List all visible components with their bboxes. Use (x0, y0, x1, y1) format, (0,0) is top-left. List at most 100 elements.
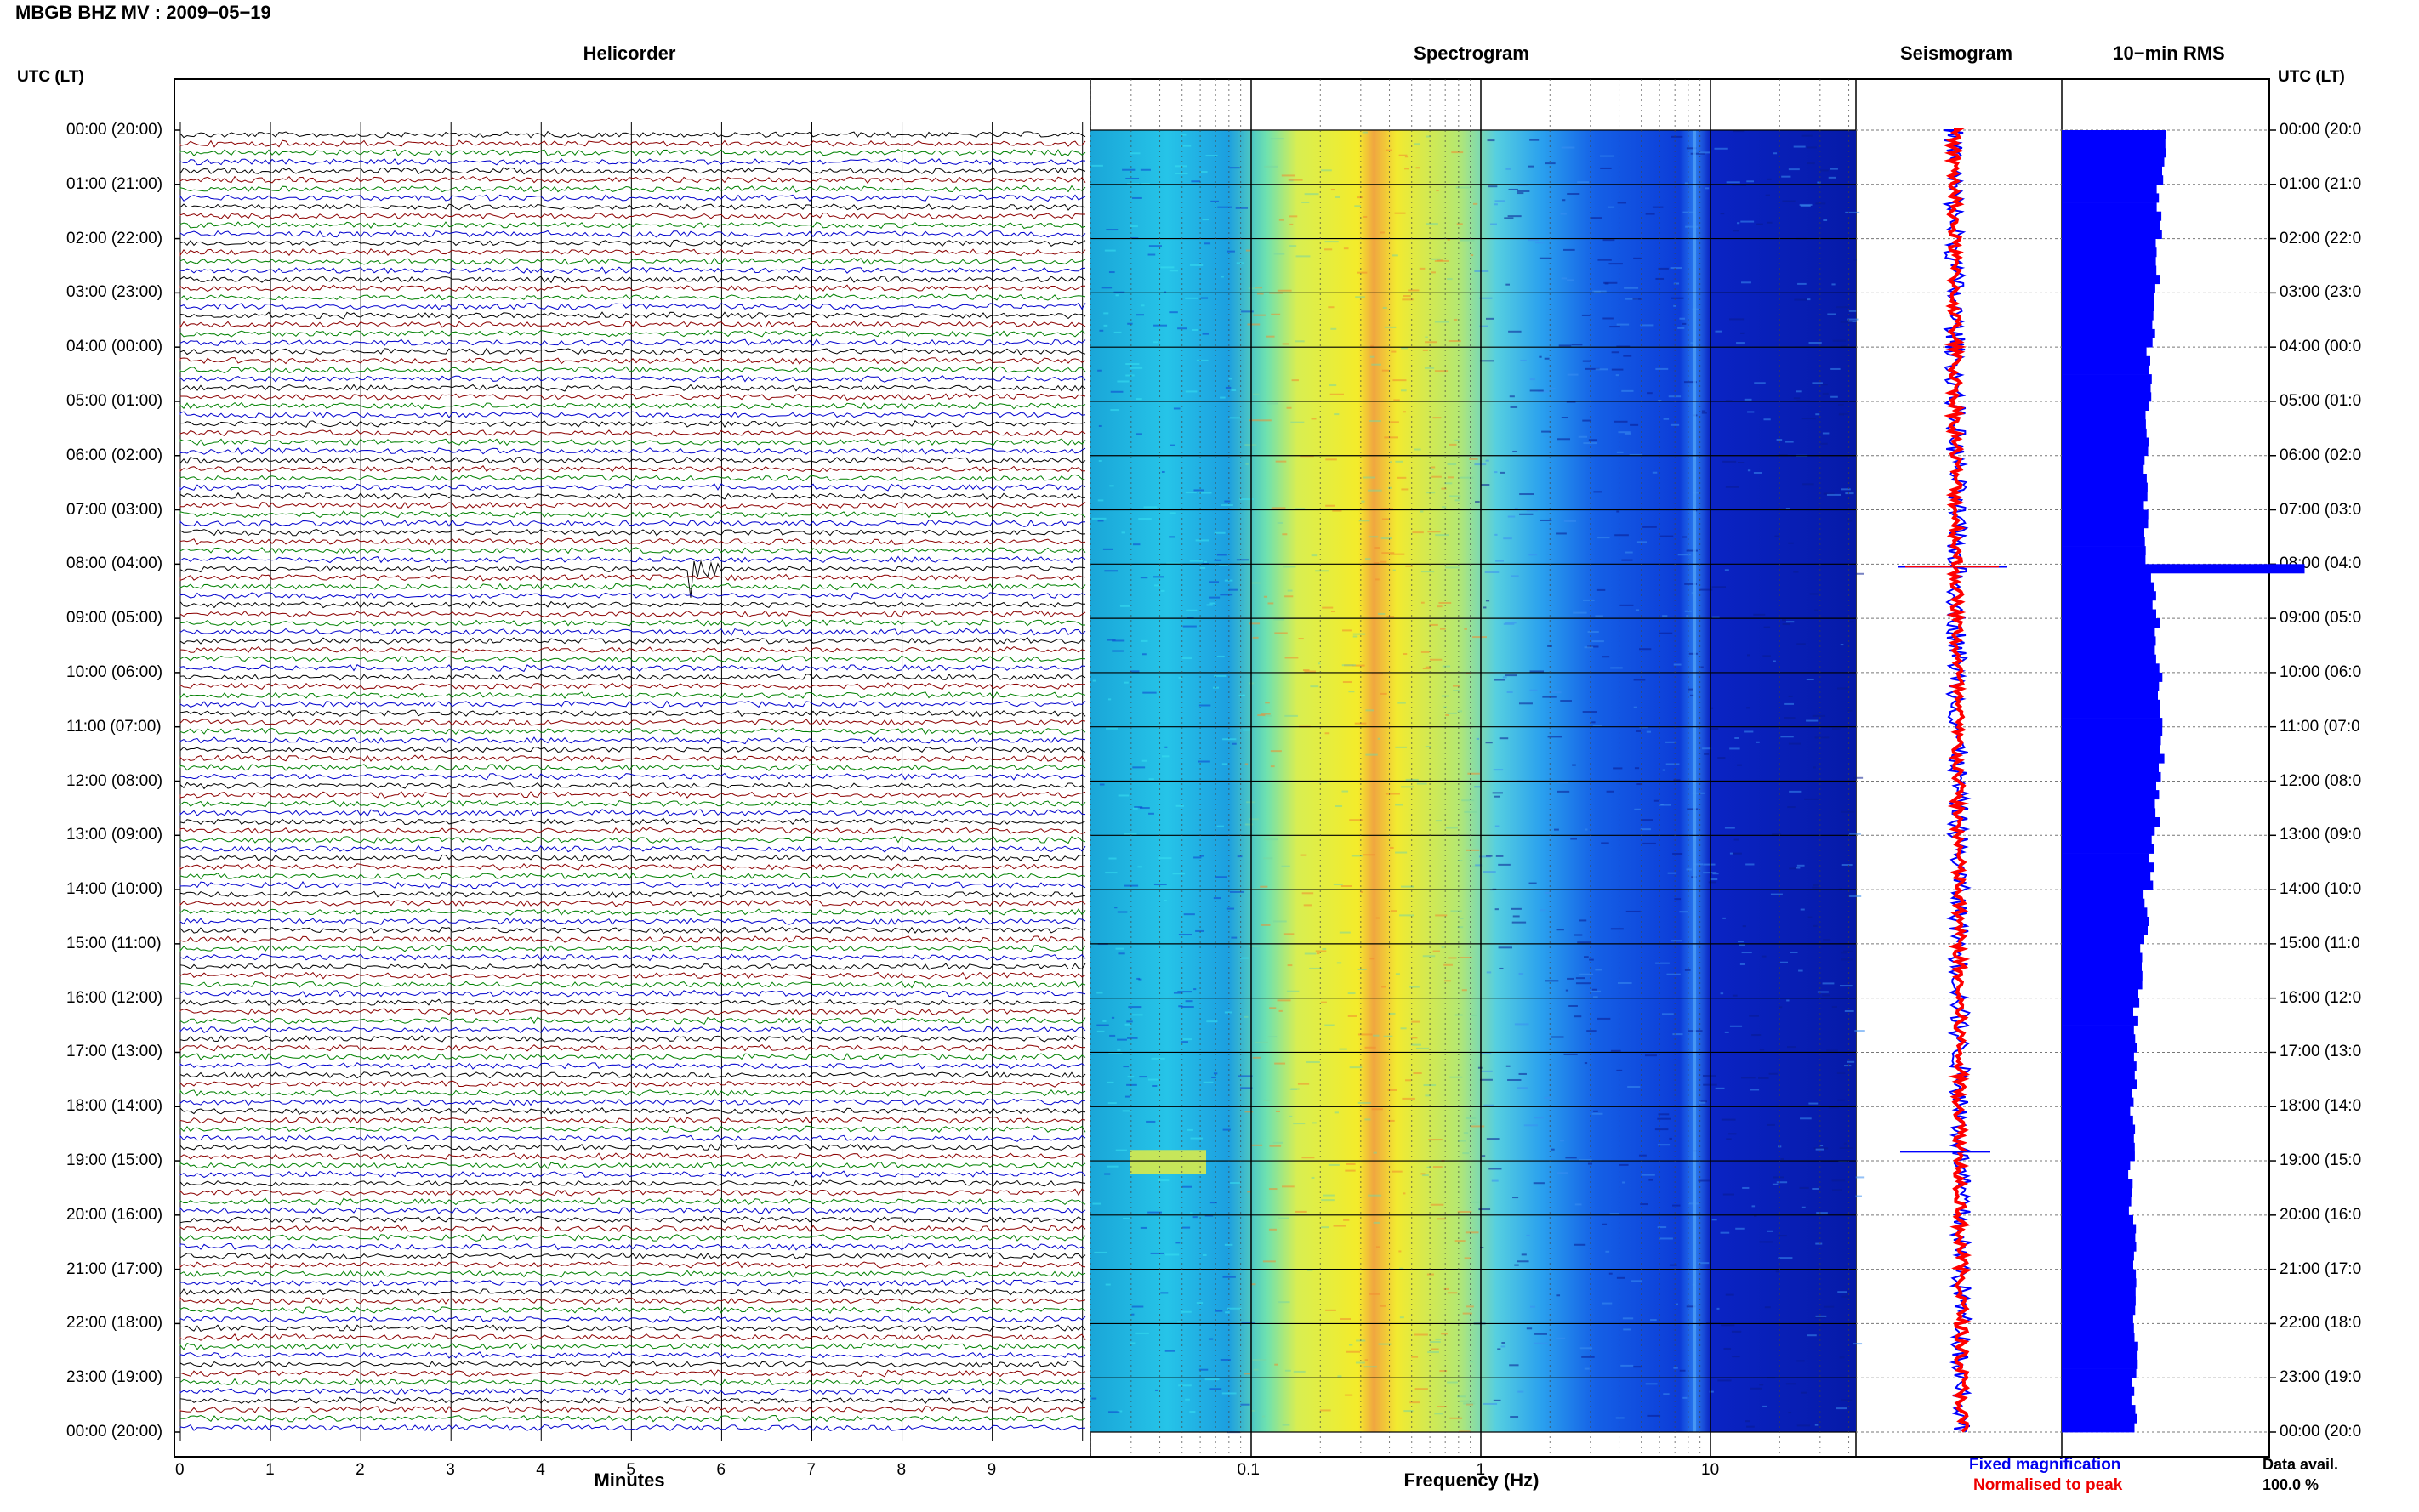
rms-bar (2062, 482, 2148, 492)
spectrogram-speckle (1744, 730, 1754, 733)
spectrogram-speckle (1429, 623, 1438, 626)
helicorder-trace (179, 284, 1085, 293)
spectrogram-speckle (1254, 1041, 1268, 1043)
spectrogram-speckle (1563, 248, 1575, 251)
helicorder-trace (179, 411, 1086, 419)
spectrogram-speckle (1099, 783, 1105, 786)
spectrogram-speckle (1380, 692, 1387, 695)
spectrogram-speckle (1462, 1152, 1470, 1155)
spectrogram-speckle (1813, 1147, 1829, 1150)
rms-bar (2062, 519, 2149, 529)
spectrogram-speckle (1693, 863, 1704, 866)
rms-bar (2062, 455, 2145, 465)
spectrogram-speckle (1270, 138, 1284, 140)
helicorder-trace (179, 1116, 1086, 1124)
spectrogram-speckle (1807, 1334, 1817, 1337)
helicorder-trace (179, 1179, 1086, 1187)
spectrogram-speckle (1506, 691, 1513, 693)
spectrogram-speckle (1272, 920, 1287, 923)
spectrogram-speckle (1602, 239, 1615, 242)
spectrogram-speckle (1673, 663, 1682, 666)
spectrogram-speckle (1380, 231, 1385, 234)
helicorder-trace (179, 1287, 1086, 1296)
spectrogram-speckle (1357, 1101, 1371, 1104)
spectrogram-speckle (1335, 196, 1340, 198)
spectrogram-speckle (1125, 374, 1135, 377)
helicorder-trace (179, 555, 1086, 564)
time-label-right: 17:00 (13:0 (2280, 1043, 2362, 1061)
helicorder-trace (179, 302, 1086, 310)
spectrogram-speckle (1465, 1231, 1479, 1234)
helicorder-trace (179, 583, 1086, 591)
spectrogram-speckle (1229, 167, 1240, 169)
spectrogram-speckle (1437, 605, 1443, 608)
spectrogram-speckle (1616, 323, 1630, 326)
helicorder-trace (179, 926, 1086, 935)
spectrogram-speckle (1368, 1194, 1382, 1197)
spectrogram-speckle (1437, 1406, 1447, 1408)
spectrogram-speckle (1425, 336, 1428, 338)
helicorder-trace (179, 1207, 1086, 1214)
spectrogram-speckle (1138, 978, 1142, 981)
rms-bar (2062, 1106, 2131, 1117)
spectrogram-speckle (1595, 368, 1608, 371)
spectrogram-speckle (1583, 442, 1597, 445)
spectrogram-speckle (1608, 1272, 1613, 1275)
spectrogram-speckle (1845, 211, 1860, 213)
spectrogram-speckle (1108, 271, 1115, 274)
rms-bar (2062, 1350, 2138, 1361)
spectrogram-speckle (1517, 1087, 1528, 1089)
spectrogram-speckle (1827, 313, 1836, 315)
helicorder-trace (179, 1062, 1086, 1070)
spectrogram-speckle (1847, 1060, 1855, 1063)
spectrogram-speckle (1452, 685, 1460, 687)
spectrogram-speckle (1403, 653, 1408, 656)
spectrogram-speckle (1804, 798, 1819, 800)
spectrogram-speckle (1198, 704, 1211, 707)
spectrogram-speckle (1731, 1330, 1742, 1333)
spectrogram-speckle (1399, 1316, 1404, 1319)
spectrogram-speckle (1685, 225, 1699, 228)
spectrogram-speckle (1315, 570, 1329, 572)
spectrogram-speckle (1466, 849, 1480, 851)
rms-bar (2062, 1214, 2133, 1225)
spectrogram-speckle (1799, 1186, 1809, 1189)
spectrogram-speckle (1108, 857, 1117, 860)
spectrogram-speckle (1512, 915, 1520, 918)
rms-bar (2062, 745, 2160, 754)
rms-bar (2062, 925, 2148, 935)
spectrogram-speckle (1682, 536, 1688, 538)
rms-bar (2062, 328, 2155, 338)
rms-bar (2062, 753, 2165, 764)
rms-bar (2062, 980, 2143, 990)
spectrogram-speckle (1457, 926, 1464, 929)
spectrogram-speckle (1111, 1016, 1115, 1019)
spectrogram-speckle (1550, 388, 1556, 390)
helicorder-trace (179, 1008, 1086, 1015)
data-availability-label: Data avail. (2262, 1456, 2339, 1473)
spectrogram-speckle (1243, 729, 1252, 731)
spectrogram-speckle (1439, 628, 1446, 630)
spectrogram-speckle (1823, 492, 1835, 495)
spectrogram-speckle (1224, 1011, 1232, 1014)
spectrogram-speckle (1751, 1205, 1756, 1208)
spectrogram-speckle (1797, 282, 1807, 285)
spectrogram-speckle (1420, 510, 1424, 513)
spectrogram-speckle (1426, 1166, 1431, 1168)
spectrogram-speckle (1521, 1253, 1527, 1256)
spectrogram-speckle (1216, 655, 1225, 657)
spectrogram-speckle (1725, 1293, 1734, 1296)
spectrogram-speckle (1193, 489, 1204, 492)
spectrogram-speckle (1370, 344, 1374, 347)
spectrogram-speckle (1519, 513, 1534, 515)
spectrogram-speckle (1390, 910, 1397, 912)
spectrogram-speckle (1256, 293, 1264, 295)
spectrogram-speckle (1721, 1118, 1736, 1121)
spectrogram-speckle (1725, 400, 1733, 402)
spectrogram-speckle (1657, 1144, 1671, 1146)
spectrogram-speckle (1560, 213, 1567, 215)
spectrogram-speckle (1647, 1414, 1661, 1417)
spectrogram-speckle (1768, 1072, 1778, 1075)
spectrogram-speckle (1561, 417, 1568, 419)
spectrogram-speckle (1820, 442, 1828, 445)
